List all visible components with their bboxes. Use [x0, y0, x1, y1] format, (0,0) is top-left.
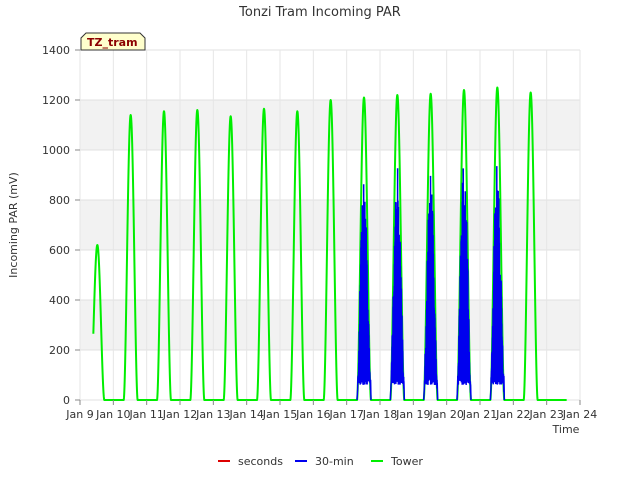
x-tick-label: Jan 20: [428, 408, 463, 421]
y-tick-label: 600: [49, 244, 70, 257]
x-tick-label: Jan 21: [462, 408, 497, 421]
grid-band: [80, 300, 580, 350]
series-30-min-day: [389, 168, 406, 401]
x-tick-label: Jan 24: [562, 408, 597, 421]
legend-item-seconds: seconds: [218, 455, 283, 468]
x-tick-label: Jan 11: [128, 408, 163, 421]
series-30-min-day: [422, 175, 439, 401]
grid-band: [80, 200, 580, 250]
legend-item-tower: Tower: [371, 455, 423, 468]
x-tick-label: Jan 19: [395, 408, 430, 421]
y-tick-label: 0: [63, 394, 70, 407]
x-tick-label: Jan 23: [528, 408, 563, 421]
x-tick-label: Jan 14: [228, 408, 263, 421]
x-tick-label: Jan 10: [95, 408, 130, 421]
x-tick-label: Jan 17: [328, 408, 363, 421]
site-tag-label: TZ_tram: [87, 36, 138, 49]
legend-label: Tower: [390, 455, 423, 468]
grid: [79, 49, 581, 401]
tower-line: [92, 86, 568, 401]
y-tick-label: 1200: [42, 94, 70, 107]
y-tick-label: 800: [49, 194, 70, 207]
x-tick-label: Jan 15: [262, 408, 297, 421]
series-tower: [92, 86, 568, 401]
legend-label: seconds: [238, 455, 283, 468]
chart-title: Tonzi Tram Incoming PAR: [238, 5, 401, 20]
x-tick-label: Jan 16: [295, 408, 330, 421]
legend: seconds 30-min Tower: [218, 455, 423, 468]
y-tick-label: 400: [49, 294, 70, 307]
site-tag: TZ_tram: [80, 32, 146, 51]
x-tick-label: Jan 12: [162, 408, 197, 421]
y-tick-label: 1400: [42, 44, 70, 57]
x-tick-label: Jan 13: [195, 408, 230, 421]
series-30-min-day: [489, 166, 506, 401]
y-tick-label: 200: [49, 344, 70, 357]
site-tag-box: [80, 32, 146, 51]
x-tick-label: Jan 9: [65, 408, 93, 421]
legend-label: 30-min: [315, 455, 354, 468]
y-tick-label: 1000: [42, 144, 70, 157]
y-axis-label: Incoming PAR (mV): [7, 172, 20, 278]
x-tick-label: Jan 22: [495, 408, 530, 421]
legend-item-30-min: 30-min: [295, 455, 354, 468]
y-axis-ticks: 0 200 400 600 800 1000 1200 1400: [42, 44, 80, 407]
series-30-min-day: [356, 184, 372, 401]
x-tick-label: Jan 18: [362, 408, 397, 421]
series-30-min: [356, 166, 506, 401]
series-30-min-day: [456, 168, 472, 401]
x-axis-label: Time: [552, 423, 580, 436]
